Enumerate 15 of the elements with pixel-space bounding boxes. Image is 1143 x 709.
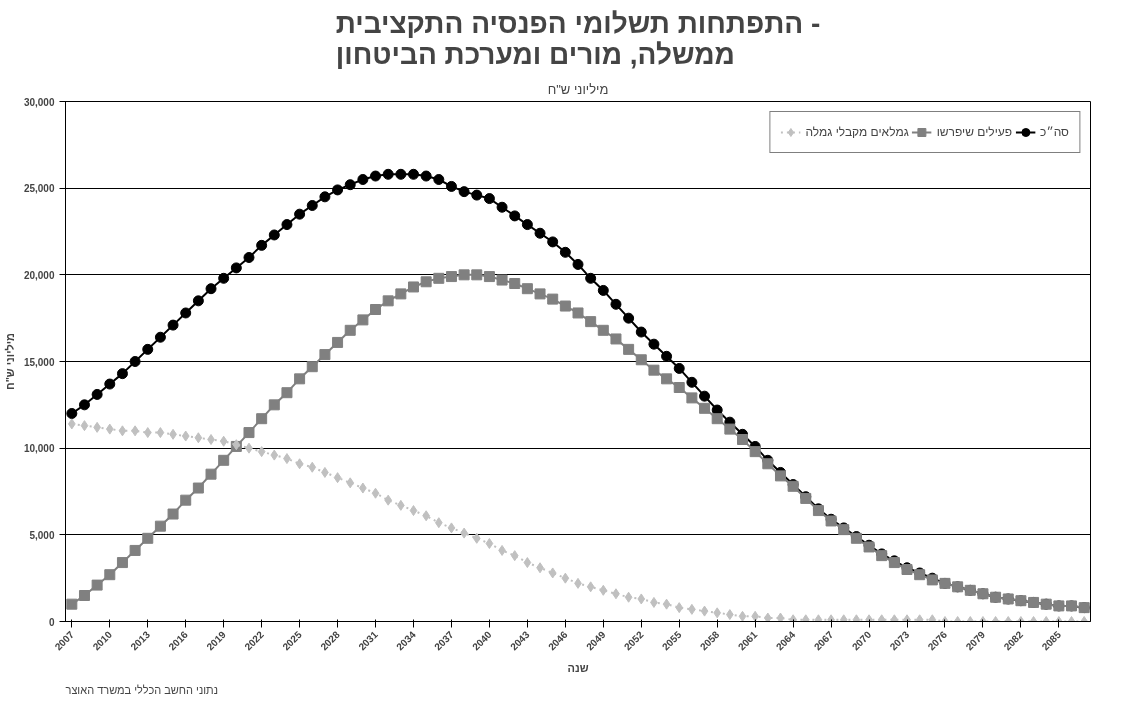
x-axis-title: שנה [567, 661, 589, 674]
y-tick-label: 30,000 [23, 96, 55, 108]
y-tick-label: 10,000 [23, 443, 55, 455]
y-axis-title: מיליוני ש"ח [3, 332, 16, 391]
legend-label: פעילים שיפרשו [936, 125, 1013, 139]
y-tick-label: 5,000 [29, 529, 55, 541]
chart-title: התפתחות תשלומי הפנסיה התקציבית - ממשלה, מורים ומערכת הביטחון [335, 7, 821, 70]
y-tick-label: 20,000 [23, 269, 55, 281]
y-tick-label: 0 [48, 616, 55, 628]
text: נתוני החשב הכללי במשרד האוצר [65, 683, 218, 696]
y-tick-label: 15,000 [23, 356, 55, 368]
legend-label: גמלאים מקבלי גמלה [805, 125, 909, 139]
chart-subtitle: מיליוני ש"ח [547, 81, 609, 97]
legend-label: סה״כ [1040, 125, 1069, 139]
y-tick-label: 25,000 [23, 183, 55, 195]
